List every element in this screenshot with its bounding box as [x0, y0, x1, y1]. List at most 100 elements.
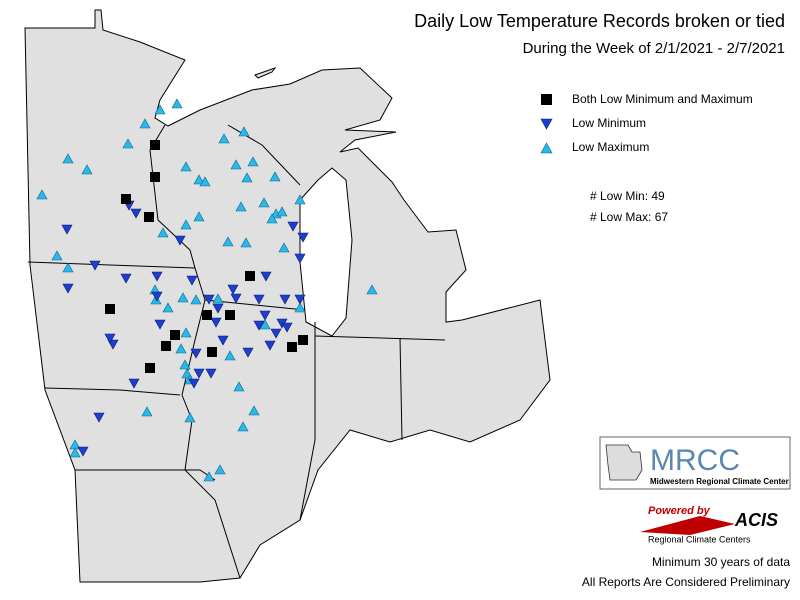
low-max-marker [294, 302, 306, 313]
low-max-marker [180, 327, 192, 338]
both-marker [161, 341, 171, 351]
low-min-marker [193, 368, 205, 379]
both-marker [287, 342, 297, 352]
acis-logo: Powered by ACIS Regional Climate Centers [640, 505, 778, 544]
low-max-marker [238, 126, 250, 137]
low-max-marker [259, 319, 271, 330]
low-min-marker [260, 271, 272, 282]
low-max-marker [175, 343, 187, 354]
isle-royale [254, 66, 277, 79]
low-min-marker [186, 275, 198, 286]
low-max-marker [122, 138, 134, 149]
low-min-marker [190, 348, 202, 359]
low-max-marker [36, 189, 48, 200]
low-max-marker [180, 219, 192, 230]
low-min-marker [154, 319, 166, 330]
station-markers [36, 98, 378, 482]
low-max-marker [233, 381, 245, 392]
low-min-marker [151, 291, 163, 302]
low-min-marker [205, 368, 217, 379]
both-marker [170, 330, 180, 340]
mrcc-logo: MRCC Midwestern Regional Climate Center [599, 436, 791, 490]
low-min-marker [294, 253, 306, 264]
low-min-marker [253, 294, 265, 305]
state-line [27, 261, 196, 269]
low-min-marker [89, 260, 101, 271]
low-max-marker [190, 294, 202, 305]
low-max-marker [258, 197, 270, 208]
legend-down-triangle [540, 118, 553, 130]
low-max-marker [177, 292, 189, 303]
low-min-marker [230, 293, 242, 304]
legend: Both Low Minimum and Maximum Low Minimum… [540, 92, 753, 154]
stat-label: # Low Min: [590, 189, 648, 203]
legend-label: Both Low Minimum and Maximum [572, 92, 753, 106]
low-max-marker [162, 302, 174, 313]
low-min-marker [259, 310, 271, 321]
state-line [44, 387, 181, 396]
low-min-marker [203, 294, 215, 305]
low-max-marker [214, 464, 226, 475]
low-max-marker [180, 161, 192, 172]
logo-map [605, 444, 643, 481]
state-line [314, 335, 446, 341]
low-max-marker [157, 227, 169, 238]
note: Minimum 30 years of data [652, 555, 790, 569]
low-max-marker [266, 213, 278, 224]
low-min-marker [62, 283, 74, 294]
low-min-marker [61, 224, 73, 235]
low-min-marker [279, 294, 291, 305]
logo-mrcc-name: Midwestern Regional Climate Center [650, 477, 789, 486]
low-min-marker [294, 294, 306, 305]
stat-low-min: # Low Min: 49 [590, 189, 665, 203]
both-marker [121, 194, 131, 204]
low-min-marker [188, 378, 200, 389]
low-max-marker [81, 164, 93, 175]
low-max-marker [139, 118, 151, 129]
note: All Reports Are Considered Preliminary [582, 575, 790, 589]
low-min-marker [242, 347, 254, 358]
both-marker [150, 140, 160, 150]
low-max-marker [247, 156, 259, 167]
legend-up-triangle [540, 142, 553, 154]
low-max-marker [294, 194, 306, 205]
low-max-marker [51, 250, 63, 261]
low-max-marker [171, 98, 183, 109]
stat-low-max: # Low Max: 67 [590, 210, 668, 224]
low-max-marker [235, 201, 247, 212]
legend-label: Low Minimum [572, 116, 646, 130]
low-min-marker [128, 378, 140, 389]
legend-label: Low Maximum [572, 140, 649, 154]
both-marker [150, 172, 160, 182]
low-max-marker [193, 211, 205, 222]
low-max-marker [62, 262, 74, 273]
title: Daily Low Temperature Records broken or … [414, 11, 785, 31]
low-max-marker [199, 176, 211, 187]
low-min-marker [104, 333, 116, 344]
logo-powered: Powered by [648, 505, 711, 517]
low-min-marker [217, 335, 229, 346]
state-line [181, 267, 241, 579]
low-min-marker [77, 446, 89, 457]
low-max-marker [278, 242, 290, 253]
low-max-marker [179, 359, 191, 370]
state-line [299, 322, 316, 521]
both-marker [225, 310, 235, 320]
low-max-marker [218, 133, 230, 144]
low-max-marker [154, 104, 166, 115]
low-min-marker [212, 303, 224, 314]
low-max-marker [230, 159, 242, 170]
both-marker [245, 271, 255, 281]
stat-label: # Low Max: [590, 210, 651, 224]
low-max-marker [224, 350, 236, 361]
low-min-marker [210, 317, 222, 328]
low-max-marker [212, 293, 224, 304]
both-marker [298, 335, 308, 345]
low-min-marker [174, 235, 186, 246]
low-min-marker [270, 328, 282, 339]
low-min-marker [281, 322, 293, 333]
subtitle: During the Week of 2/1/2021 - 2/7/2021 [523, 40, 785, 57]
low-min-marker [151, 271, 163, 282]
state-line [399, 337, 403, 441]
